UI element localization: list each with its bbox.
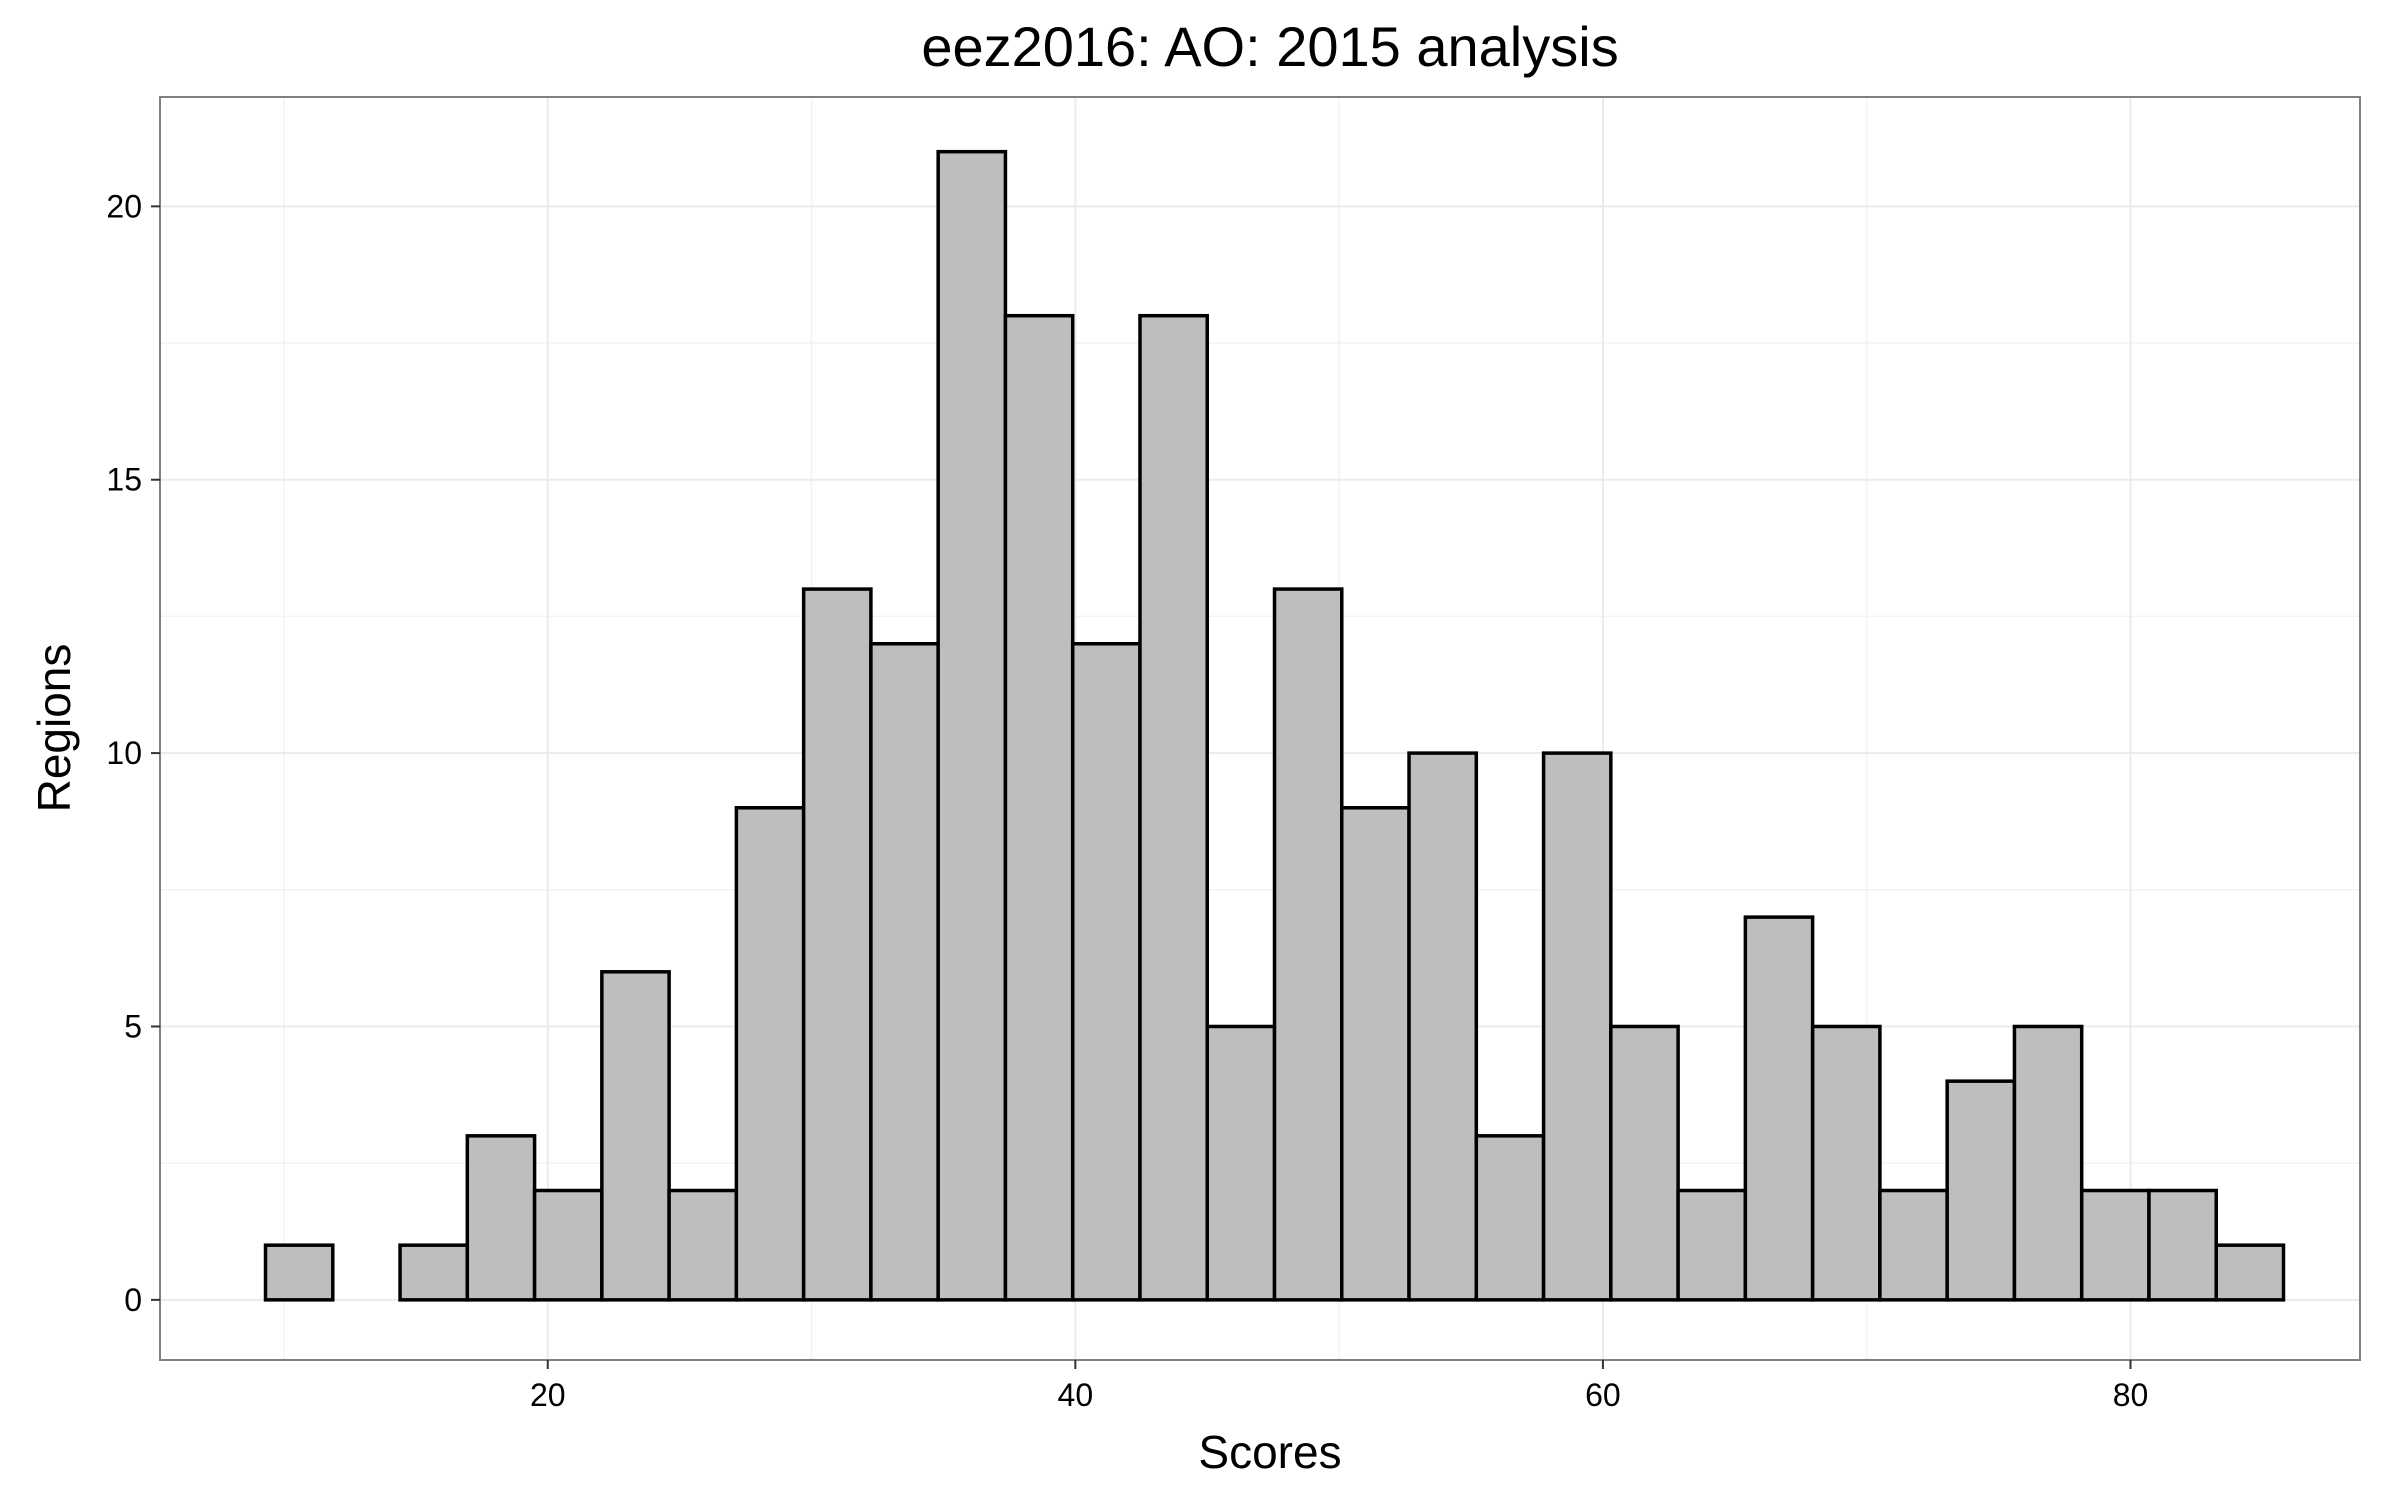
histogram-bar [869, 642, 940, 1302]
histogram-bar [2214, 1243, 2286, 1302]
histogram-bar [936, 149, 1008, 1302]
histogram-bar [465, 1134, 537, 1302]
histogram-bar [1407, 751, 1479, 1302]
panel-border [159, 96, 2361, 1361]
y-tick-label: 5 [124, 1008, 142, 1044]
histogram-bar [1138, 313, 1209, 1302]
y-axis: 0 5 10 15 20 [106, 188, 160, 1318]
histogram-bar [532, 1188, 604, 1302]
x-axis: 20 40 60 80 [530, 1360, 2148, 1413]
histogram-bar [600, 970, 671, 1302]
histogram-bar [1609, 1024, 1680, 1302]
y-tick-label: 0 [124, 1282, 142, 1318]
histogram-bar [1070, 642, 1142, 1302]
x-tick-label: 20 [530, 1377, 566, 1413]
y-tick-label: 20 [106, 188, 142, 224]
histogram-bar [1340, 806, 1411, 1302]
histogram-bar [1474, 1134, 1546, 1302]
histogram-bar [667, 1188, 739, 1302]
bars [263, 149, 2286, 1302]
histogram-bar [1541, 751, 1613, 1302]
histogram-bar [263, 1243, 335, 1302]
histogram-bar [2147, 1188, 2218, 1302]
histogram-bar [1743, 915, 1815, 1302]
histogram-bar [801, 587, 873, 1302]
histogram-bar [1878, 1188, 1949, 1302]
histogram-bar [2012, 1024, 2084, 1302]
y-tick-label: 15 [106, 462, 142, 498]
histogram-bar [1205, 1024, 1277, 1302]
x-tick-label: 40 [1058, 1377, 1094, 1413]
histogram-bar [1272, 587, 1344, 1302]
x-tick-label: 80 [2113, 1377, 2149, 1413]
histogram-bar [398, 1243, 470, 1302]
histogram-bar [1676, 1188, 1748, 1302]
x-tick-label: 60 [1585, 1377, 1621, 1413]
histogram-bar [2079, 1188, 2151, 1302]
histogram-bar [1810, 1024, 1882, 1302]
chart-title: eez2016: AO: 2015 analysis [921, 15, 1618, 78]
histogram-bar [1945, 1079, 2017, 1302]
x-axis-title: Scores [1198, 1426, 1341, 1478]
y-axis-title: Regions [28, 644, 80, 813]
histogram-bar [734, 806, 806, 1302]
histogram-bar [1003, 313, 1075, 1302]
y-tick-label: 10 [106, 735, 142, 771]
